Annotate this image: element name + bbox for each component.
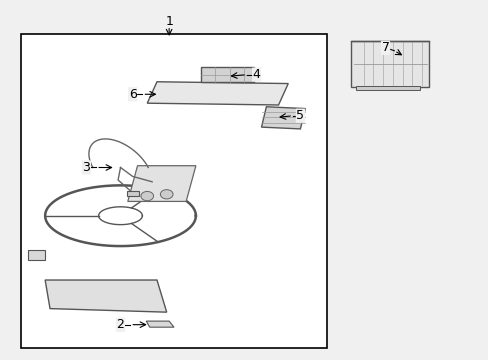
Bar	[351, 41, 428, 87]
Polygon shape	[261, 107, 305, 129]
Polygon shape	[127, 166, 196, 202]
Text: 5: 5	[296, 109, 304, 122]
Bar	[356, 86, 419, 90]
Polygon shape	[45, 280, 166, 312]
Polygon shape	[146, 321, 174, 327]
Circle shape	[141, 192, 153, 201]
Text: 1: 1	[165, 14, 173, 27]
Bar	[126, 192, 139, 196]
Polygon shape	[147, 82, 287, 105]
Text: 2: 2	[116, 318, 124, 331]
Text: 7: 7	[381, 41, 389, 54]
Text: 3: 3	[82, 161, 90, 174]
Text: 4: 4	[252, 68, 260, 81]
Polygon shape	[201, 67, 254, 82]
Polygon shape	[28, 249, 45, 260]
Text: 6: 6	[128, 88, 136, 101]
Circle shape	[160, 190, 173, 199]
Bar	[21, 33, 326, 348]
